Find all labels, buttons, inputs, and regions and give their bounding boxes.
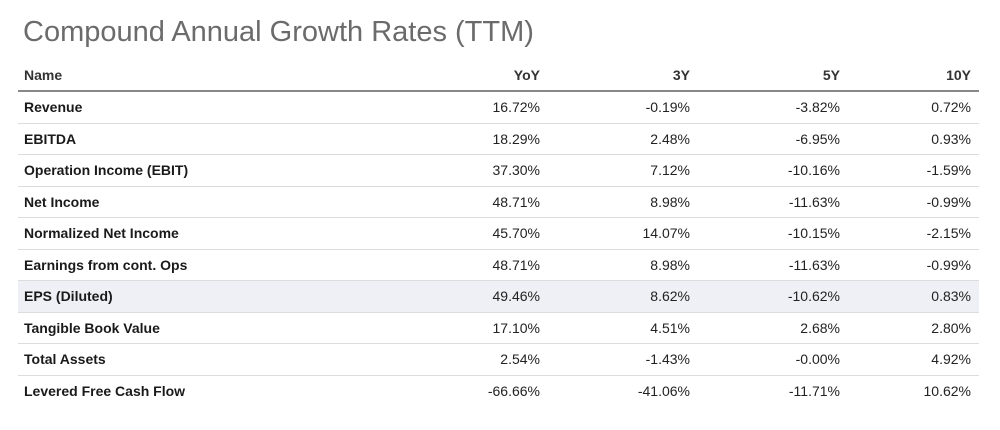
cell-10y: 0.83% xyxy=(848,280,979,313)
cell-5y: -10.15% xyxy=(698,217,848,250)
page-title: Compound Annual Growth Rates (TTM) xyxy=(23,16,534,48)
table-row: Levered Free Cash Flow -66.66% -41.06% -… xyxy=(18,375,979,406)
column-header-5y[interactable]: 5Y xyxy=(698,60,848,92)
cell-10y: -2.15% xyxy=(848,217,979,250)
cell-5y: -11.71% xyxy=(788,382,840,399)
cell-3y: 14.07% xyxy=(548,217,698,250)
cell-yoy: 48.71% xyxy=(318,249,548,281)
table-row: Revenue 16.72% -0.19% -3.82% 0.72% xyxy=(18,91,979,124)
cell-yoy: 16.72% xyxy=(318,91,548,124)
row-name: Revenue xyxy=(18,91,318,124)
cell-10y: 2.80% xyxy=(848,312,979,344)
cell-5y: -11.63% xyxy=(698,249,848,281)
cell-10y: -0.99% xyxy=(848,249,979,281)
cell-3y: -0.19% xyxy=(548,91,698,124)
row-name: Total Assets xyxy=(18,343,318,376)
cell-10y: 0.72% xyxy=(848,91,979,124)
cell-yoy: 18.29% xyxy=(318,123,548,155)
cell-3y: 8.62% xyxy=(548,280,698,313)
table-row-highlighted: EPS (Diluted) 49.46% 8.62% -10.62% 0.83% xyxy=(18,280,979,313)
table-row: EBITDA 18.29% 2.48% -6.95% 0.93% xyxy=(18,123,979,155)
cell-3y: -1.43% xyxy=(548,343,698,376)
cell-10y: 0.93% xyxy=(848,123,979,155)
cell-5y: -10.16% xyxy=(698,154,848,187)
table-row: Net Income 48.71% 8.98% -11.63% -0.99% xyxy=(18,186,979,218)
cell-yoy: 2.54% xyxy=(318,343,548,376)
cell-10y: 10.62% xyxy=(923,382,971,399)
table-header-row: Name YoY 3Y 5Y 10Y xyxy=(18,60,979,92)
column-header-3y[interactable]: 3Y xyxy=(548,60,698,92)
cell-yoy: 37.30% xyxy=(318,154,548,187)
column-header-yoy[interactable]: YoY xyxy=(318,60,548,92)
cell-10y: -1.59% xyxy=(848,154,979,187)
row-name: Earnings from cont. Ops xyxy=(18,249,318,281)
cell-yoy: 49.46% xyxy=(318,280,548,313)
cell-3y: 7.12% xyxy=(548,154,698,187)
cell-yoy: 17.10% xyxy=(318,312,548,344)
column-header-name[interactable]: Name xyxy=(18,60,318,92)
cell-10y: -0.99% xyxy=(848,186,979,218)
cell-yoy: 48.71% xyxy=(318,186,548,218)
cell-yoy: -66.66% xyxy=(487,382,540,399)
cell-3y: 4.51% xyxy=(548,312,698,344)
row-name: EPS (Diluted) xyxy=(18,280,318,313)
row-name: EBITDA xyxy=(18,123,318,155)
table-row: Earnings from cont. Ops 48.71% 8.98% -11… xyxy=(18,249,979,281)
row-name: Normalized Net Income xyxy=(18,217,318,250)
cell-5y: 2.68% xyxy=(698,312,848,344)
cell-yoy: 45.70% xyxy=(318,217,548,250)
cell-5y: -11.63% xyxy=(698,186,848,218)
cell-3y: 2.48% xyxy=(548,123,698,155)
table-row: Total Assets 2.54% -1.43% -0.00% 4.92% xyxy=(18,343,979,376)
row-name: Net Income xyxy=(18,186,318,218)
cagr-table: Name YoY 3Y 5Y 10Y Revenue 16.72% -0.19%… xyxy=(18,60,979,406)
row-name: Tangible Book Value xyxy=(18,312,318,344)
cell-5y: -3.82% xyxy=(698,91,848,124)
cell-3y: 8.98% xyxy=(548,186,698,218)
column-header-10y[interactable]: 10Y xyxy=(848,60,979,92)
table-row: Normalized Net Income 45.70% 14.07% -10.… xyxy=(18,217,979,250)
cell-10y: 4.92% xyxy=(848,343,979,376)
cell-3y: -41.06% xyxy=(637,382,690,399)
row-name: Operation Income (EBIT) xyxy=(18,154,318,187)
cell-5y: -10.62% xyxy=(698,280,848,313)
row-name: Levered Free Cash Flow xyxy=(24,382,186,399)
cell-5y: -0.00% xyxy=(698,343,848,376)
cell-5y: -6.95% xyxy=(698,123,848,155)
table-row: Operation Income (EBIT) 37.30% 7.12% -10… xyxy=(18,154,979,187)
cell-3y: 8.98% xyxy=(548,249,698,281)
table-row: Tangible Book Value 17.10% 4.51% 2.68% 2… xyxy=(18,312,979,344)
